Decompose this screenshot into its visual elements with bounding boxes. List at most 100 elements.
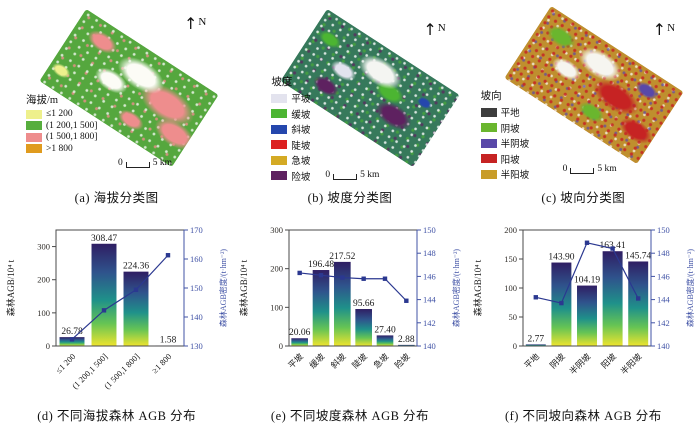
panel-aspect-map: ↑ N 坡向 平地 阴坡 半阴坡 阳坡 半阳坡 0 5 km (c) 坡向分类图: [467, 0, 700, 216]
svg-text:≤1 200: ≤1 200: [54, 351, 78, 375]
bar: [313, 270, 330, 346]
legend-swatch: [26, 121, 42, 130]
svg-text:217.52: 217.52: [330, 252, 356, 262]
svg-text:146: 146: [423, 271, 436, 281]
y-axis-label-left: 森林AGB/10⁴ t: [238, 259, 249, 316]
legend-items: 平坡 缓坡 斜坡 陡坡 急坡 险坡: [271, 91, 310, 183]
legend-label: 阴坡: [500, 124, 520, 135]
svg-text:144: 144: [657, 295, 671, 305]
line-marker: [133, 287, 139, 292]
north-arrow: ↑ N: [423, 22, 445, 38]
legend-label: 半阴坡: [500, 140, 530, 150]
svg-text:100: 100: [37, 308, 50, 318]
legend-item: 平坡: [271, 91, 310, 105]
line-marker: [340, 275, 345, 280]
legend-swatch: [271, 171, 288, 180]
panel-slope-map: ↑ N 坡度 平坡 缓坡 斜坡 陡坡 急坡 险坡 0 5 km (b) 坡度分类图: [233, 0, 466, 216]
legend-label: 半阳坡: [500, 171, 530, 181]
caption-b: (b) 坡度分类图: [307, 191, 393, 205]
svg-text:2.88: 2.88: [398, 335, 415, 345]
bar: [123, 271, 149, 346]
svg-text:26.78: 26.78: [61, 327, 83, 337]
bar: [291, 338, 309, 346]
legend-label: 险坡: [291, 172, 311, 183]
svg-text:300: 300: [37, 242, 50, 252]
svg-text:140: 140: [423, 341, 436, 351]
x-axis-labels: ≤1 200(1 200,1 500](1 500,1 800] ≥1 800: [54, 351, 174, 391]
legend-label: (1 500,1 800]: [46, 132, 98, 142]
bars: [59, 243, 181, 347]
legend-item: 阴坡: [480, 121, 530, 135]
y-axis-right: 140 142 144 146 148 150: [650, 225, 671, 351]
svg-text:142: 142: [657, 318, 670, 328]
svg-text:163.41: 163.41: [599, 241, 625, 251]
svg-text:140: 140: [657, 341, 670, 351]
line-marker: [361, 276, 367, 281]
legend-label: 陡坡: [291, 141, 311, 152]
caption-e: (e) 不同坡度森林 AGB 分布: [270, 409, 430, 423]
legend-swatch: [26, 109, 42, 119]
aspect-legend: 坡向 平地 阴坡 半阴坡 阳坡 半阳坡: [480, 88, 530, 183]
caption-a: (a) 海拔分类图: [74, 191, 159, 205]
bar: [525, 344, 546, 346]
scale-bar-line: [125, 162, 150, 168]
y-axis-right: 140 142 144 146 148 150: [416, 225, 437, 351]
svg-text:200: 200: [37, 275, 50, 285]
svg-text:150: 150: [504, 254, 517, 264]
svg-text:100: 100: [271, 302, 284, 312]
north-arrow-icon: ↑: [423, 20, 437, 39]
svg-text:144: 144: [423, 295, 437, 305]
legend-swatch: [480, 169, 497, 179]
y-axis-label-right: 森林AGB密度/(t·hm⁻²): [451, 249, 461, 328]
svg-text:200: 200: [504, 225, 517, 235]
scale-distance: 5 km: [597, 164, 617, 174]
bar: [59, 337, 85, 346]
svg-text:险坡: 险坡: [393, 351, 412, 370]
legend-items: ≤1 200 (1 200,1 500] (1 500,1 800] >1 800: [26, 109, 97, 154]
line-marker: [404, 298, 409, 303]
line-marker: [635, 296, 641, 301]
legend-item: 半阳坡: [480, 167, 530, 181]
legend-title: 坡向: [480, 91, 502, 102]
bar: [91, 243, 117, 346]
bar: [602, 251, 623, 346]
svg-text:196.48: 196.48: [308, 260, 334, 270]
svg-text:104.19: 104.19: [574, 276, 600, 286]
legend-item: 缓坡: [271, 107, 310, 121]
svg-text:陡坡: 陡坡: [350, 351, 369, 370]
svg-text:0: 0: [46, 341, 50, 351]
y-axis-left: 0 50 100 150 200: [504, 225, 523, 351]
svg-text:27.40: 27.40: [375, 325, 397, 335]
svg-text:150: 150: [190, 283, 203, 293]
caption-c: (c) 坡向分类图: [541, 191, 626, 205]
agb-aspect-chart: 平地 阴坡 半阴坡 阳坡 半阳坡 2.77 143.90 104.19 163.41145.74…: [472, 225, 695, 376]
line-marker: [319, 273, 324, 278]
line-marker: [165, 253, 171, 258]
north-arrow: ↑ N: [653, 22, 675, 38]
north-arrow: ↑ N: [184, 16, 206, 32]
svg-text:130: 130: [190, 341, 203, 351]
panel-agb-elevation-chart: ≤1 200 (1 200,1 500] (1 500,1 800] ≥1 800 26…: [0, 216, 233, 432]
legend-item: (1 500,1 800]: [26, 132, 97, 142]
svg-text:224.36: 224.36: [123, 262, 149, 272]
svg-text:140: 140: [190, 312, 203, 322]
bar: [334, 261, 351, 346]
agb-elevation-chart: ≤1 200(1 200,1 500](1 500,1 800] ≥1 800 26…: [5, 225, 228, 391]
svg-text:150: 150: [423, 225, 436, 235]
caption-f: (f) 不同坡向森林 AGB 分布: [504, 409, 662, 423]
svg-text:半阴坡: 半阴坡: [567, 351, 592, 376]
charts-row: ≤1 200 (1 200,1 500] (1 500,1 800] ≥1 800 26…: [0, 216, 700, 432]
legend-label: 平坡: [291, 95, 311, 105]
svg-text:300: 300: [271, 225, 284, 235]
legend-swatch: [271, 140, 288, 149]
legend-swatch: [271, 109, 288, 118]
legend-swatch: [26, 132, 42, 142]
density-line-series: [69, 253, 171, 342]
svg-text:148: 148: [657, 248, 670, 258]
line-marker: [533, 295, 538, 300]
legend-label: 平地: [500, 109, 520, 119]
scale-zero: 0: [325, 170, 331, 180]
svg-text:145.74: 145.74: [625, 251, 651, 261]
